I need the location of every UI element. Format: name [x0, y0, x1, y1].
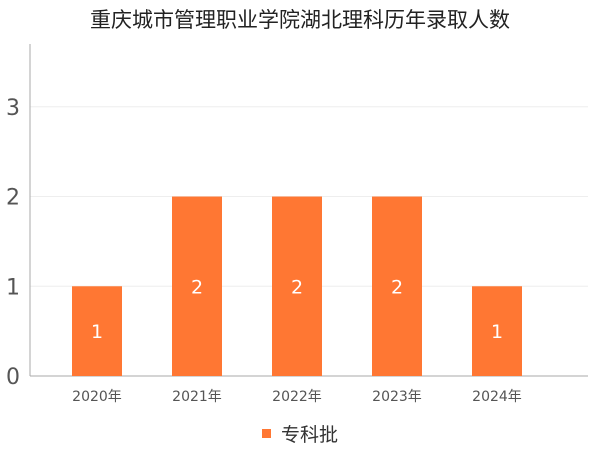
y-tick-label: 3 — [6, 96, 20, 121]
x-tick-label: 2024年 — [472, 389, 522, 405]
bars: 1 2 2 2 1 — [72, 196, 522, 376]
bar — [172, 196, 222, 376]
bar — [372, 196, 422, 376]
x-tick-label: 2023年 — [372, 389, 422, 405]
x-tick-label: 2022年 — [272, 389, 322, 405]
data-label: 2 — [391, 276, 403, 298]
legend-label: 专科批 — [281, 424, 339, 446]
legend: 专科批 — [0, 420, 600, 447]
x-axis-ticks: 2020年 2021年 2022年 2023年 2024年 — [72, 389, 522, 405]
y-tick-label: 0 — [6, 365, 20, 390]
x-tick-label: 2020年 — [72, 389, 122, 405]
bar — [272, 196, 322, 376]
y-axis-ticks: 0 1 2 3 — [6, 96, 20, 390]
legend-swatch-icon — [261, 429, 271, 438]
data-label: 1 — [491, 321, 503, 343]
bar — [472, 286, 522, 376]
x-tick-label: 2021年 — [172, 389, 222, 405]
data-label: 2 — [291, 276, 303, 298]
y-tick-label: 2 — [6, 186, 20, 211]
y-tick-label: 1 — [6, 275, 20, 300]
data-label: 2 — [191, 276, 203, 298]
data-label: 1 — [91, 321, 103, 343]
chart-title: 重庆城市管理职业学院湖北理科历年录取人数 — [90, 8, 510, 32]
bar — [72, 286, 122, 376]
